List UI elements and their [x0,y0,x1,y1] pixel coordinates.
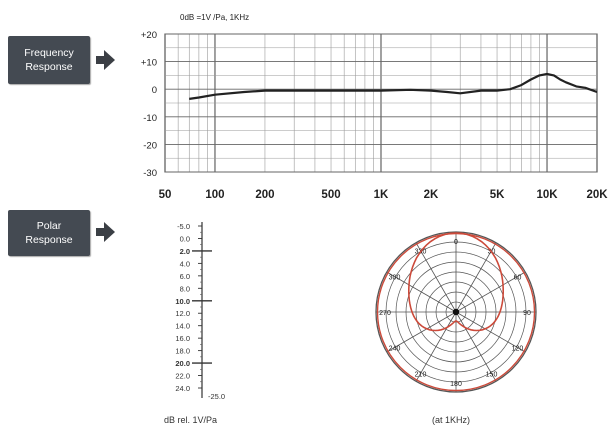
scale-tick-label: -5.0 [177,222,190,231]
scale-tick-label: 8.0 [180,284,190,293]
scale-tick-label: 16.0 [175,334,190,343]
polar-spoke [455,271,526,313]
polar-ring [385,241,527,383]
polar-angle-label: 60 [514,275,522,282]
polar-ring [425,281,487,343]
scale-tick-label: 6.0 [180,272,190,281]
scale-tick-label: 2.0 [180,247,190,256]
frequency-x-tick-label: 10K [536,189,558,201]
polar-center-dot [452,308,460,316]
frequency-x-tick-label: 2K [424,189,439,201]
scale-tick-label: 4.0 [180,259,190,268]
frequency-y-tick-label: 0 [152,85,157,96]
polar-spoke [415,242,457,313]
scale-axis-label: dB rel. 1V/Pa [164,415,218,425]
polar-angle-label: 180 [450,381,462,388]
polar-angle-label: 270 [379,310,391,317]
frequency-x-tick-label: 50 [159,189,172,201]
polar-reference-ring [376,232,536,392]
polar-angle-label: 90 [523,310,531,317]
scale-tick-label: 18.0 [175,347,190,356]
scale-end-label: -25.0 [208,392,225,401]
scale-tick-label: 10.0 [175,297,190,306]
polar-angle-label: 300 [389,275,401,282]
frequency-x-tick-label: 500 [321,189,340,201]
polar-angle-label: 210 [415,371,427,378]
polar-response-label: Polar Response [8,210,90,256]
polar-ring [405,261,507,363]
frequency-x-tick-label: 100 [205,189,224,201]
polar-angle-label: 330 [415,249,427,256]
frequency-response-chart: 50 100 200 500 1K 2K 5K 10K 20K+20+100-10-20-30 … [141,13,608,201]
scale-tick-label: 22.0 [175,372,190,381]
polar-spoke [455,242,497,313]
polar-spoke [386,271,457,313]
polar-angle-label: 150 [486,371,498,378]
polar-ring [375,231,537,393]
polar-spoke [415,311,457,382]
polar-angle-label: 240 [389,346,401,353]
polar-ring [445,301,467,323]
frequency-x-tick-label: 5K [490,189,505,201]
polar-spoke [455,311,526,353]
frequency-y-tick-label: -10 [143,113,157,124]
frequency-x-tick-label: 20K [586,189,608,201]
polar-ring [415,271,497,353]
polar-pattern-line [408,232,504,332]
polar-ring [395,251,517,373]
scale-tick-label: 12.0 [175,309,190,318]
frequency-y-tick-label: -30 [143,168,157,179]
scale-tick-label: 14.0 [175,322,190,331]
polar-angle-label: 0 [454,239,458,246]
polar-angle-label: 30 [488,249,496,256]
polar-spoke [455,311,497,382]
frequency-response-label: Frequency Response [8,36,90,84]
polar-ring [435,291,477,333]
frequency-x-tick-label: 1K [374,189,389,201]
frequency-y-tick-label: -20 [143,140,157,151]
frequency-x-tick-label: 200 [255,189,274,201]
frequency-y-tick-label: +20 [141,30,157,41]
polar-caption: (at 1KHz) [432,415,471,425]
polar-spoke [386,311,457,353]
scale-tick-label: 24.0 [175,384,190,393]
frequency-y-tick-label: +10 [141,58,157,69]
polar-angle-label: 120 [512,346,524,353]
frequency-response-line [189,72,598,100]
scale-tick-label: 20.0 [175,359,190,368]
frequency-chart-title: 0dB =1V /Pa, 1KHz [180,13,249,22]
scale-tick-label: 0.0 [180,234,190,243]
